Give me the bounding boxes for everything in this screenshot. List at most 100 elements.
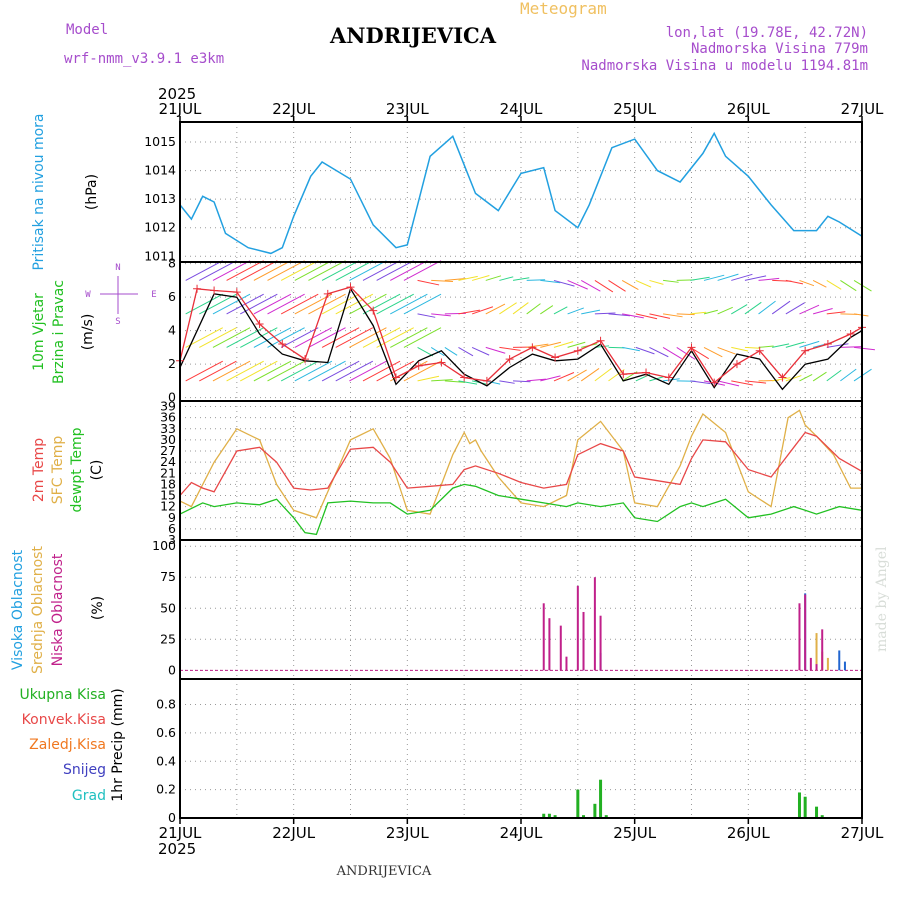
wind-gust-marker (732, 360, 741, 369)
wind-barb (826, 279, 842, 290)
temp-title-dew: dewpt Temp (69, 427, 85, 512)
wind-barb (240, 360, 278, 382)
y-tick-label: 75 (160, 569, 176, 584)
wind-barb (253, 360, 292, 382)
wind-barb (512, 277, 530, 281)
wind-barb (581, 309, 601, 315)
wind-barb (267, 327, 305, 348)
wind-barb (212, 293, 251, 315)
wind-barb (785, 279, 804, 285)
wind-barb (526, 303, 541, 315)
y-tick-label: 0 (168, 662, 176, 677)
cloud-bar-low (815, 664, 818, 671)
compass-s: S (115, 317, 120, 327)
date-label-bottom: 24JUL (500, 824, 543, 842)
wind-gust-marker (710, 378, 719, 387)
wind-barb (703, 309, 718, 315)
wind-barb (758, 345, 774, 348)
wind-barb (253, 327, 292, 348)
compass-n: N (115, 263, 120, 273)
meteogram-label: Meteogram (520, 0, 607, 18)
wind-barb (731, 273, 753, 281)
wind-barb (567, 341, 586, 348)
legend-snow: Snijeg (63, 762, 106, 778)
wind-compass: N S W E (85, 263, 156, 327)
y-tick-label: 100 (152, 538, 176, 553)
wind-barb (321, 327, 360, 348)
wind-barb (731, 346, 749, 352)
wind-barb (485, 346, 506, 354)
wind-gust-marker (823, 340, 832, 349)
year-top: 2025 (158, 85, 196, 103)
pressure-title: Pritisak na nivou mora (31, 113, 47, 270)
precip-bar (815, 806, 819, 818)
y-tick-label: 1014 (144, 163, 176, 178)
wind-barb (758, 300, 776, 315)
wind-barb (280, 293, 319, 315)
wind-barb (199, 293, 237, 315)
y-tick-label: 0.6 (156, 725, 176, 740)
wind-barb (744, 380, 767, 384)
temp2m-line (179, 431, 863, 496)
wind-barb (294, 360, 333, 382)
cloud-bar-high (838, 650, 841, 671)
y-tick-label: 12 (160, 499, 176, 514)
wind-barb (635, 313, 658, 320)
coords-text: lon,lat (19.78E, 42.72N) (666, 25, 868, 41)
wind-gust-marker (687, 343, 696, 352)
wind-gust-marker (193, 284, 202, 293)
wind-barb (321, 293, 360, 315)
temp-title-sfc: SFC Temp (50, 436, 66, 505)
wind-gust-marker (482, 376, 491, 385)
y-tick-label: 6 (168, 289, 176, 304)
date-label-bottom: 26JUL (727, 824, 770, 842)
wind-barb (744, 301, 762, 315)
wind-barb (417, 313, 436, 318)
wind-barb (349, 293, 387, 315)
cloud-bar-low (798, 603, 801, 671)
wind-barb (717, 380, 740, 387)
compass-e: E (151, 290, 156, 300)
cloud-bar-low (599, 615, 602, 671)
y-tick-label: 30 (160, 432, 176, 447)
wind-barb (349, 260, 387, 281)
y-tick-label: 6 (168, 521, 176, 536)
date-label-top: 22JUL (272, 100, 315, 118)
date-label-bottom: 21JUL (159, 824, 202, 842)
wind-barb (853, 346, 875, 351)
wind-gust-marker (846, 330, 855, 339)
wind-gust-line (179, 286, 863, 384)
cloud-bar-low (548, 618, 551, 671)
date-label-top: 24JUL (500, 100, 543, 118)
wind-barb (799, 279, 815, 287)
wind-barb (553, 279, 575, 287)
wind-barb (580, 279, 601, 292)
wind-title-2: Brzina i Pravac (51, 280, 67, 384)
cloud-bar-low (559, 625, 562, 671)
wind-barb (390, 293, 428, 315)
wind-barb (717, 273, 739, 281)
precip-ylabel: 1hr Precip (mm) (110, 688, 126, 801)
wind-barb (799, 373, 813, 382)
wind-barb (840, 368, 857, 382)
wind-barb (212, 327, 251, 348)
wind-barb (649, 313, 671, 319)
y-tick-label: 3 (168, 532, 176, 547)
y-tick-label: 1011 (144, 248, 176, 263)
legend-total-rain: Ukupna Kisa (19, 687, 106, 703)
y-tick-label: 1015 (144, 134, 176, 149)
y-tick-label: 36 (160, 410, 176, 425)
y-tick-label: 0.2 (156, 782, 176, 797)
wind-barb (526, 343, 549, 348)
page-title: ANDRIJEVICA (329, 23, 497, 48)
wind-barb (758, 277, 780, 281)
precip-bar (547, 813, 551, 818)
wind-barb (349, 360, 387, 382)
wind-gust-marker (664, 373, 673, 382)
wind-barb (608, 280, 626, 292)
wind-gust-marker (619, 370, 628, 379)
cloud-bar-low (593, 577, 596, 671)
wind-barb (321, 360, 360, 382)
temp-title-2m: 2m Temp (31, 438, 47, 502)
wind-barb (335, 327, 374, 348)
